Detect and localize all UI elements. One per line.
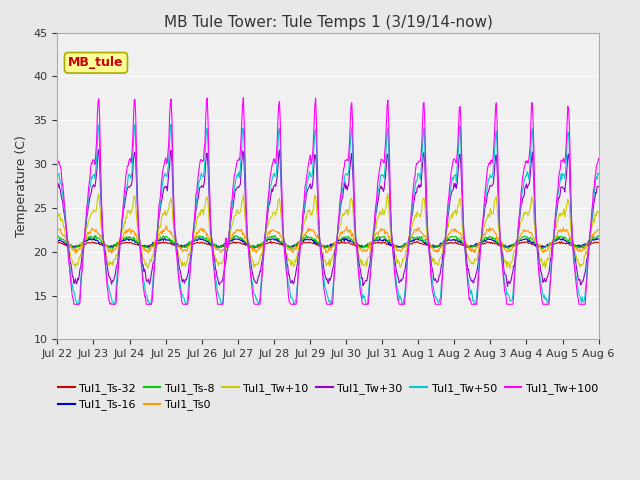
Tul1_Ts-8 (54, 233, 61, 239)
Tul1_Ts-16 (214, 245, 221, 251)
Tul1_Tw+100 (120, 197, 127, 203)
Line: Tul1_Tw+100: Tul1_Tw+100 (58, 98, 598, 304)
Tul1_Ts-8 (175, 242, 182, 248)
Tul1_Tw+50 (54, 172, 61, 178)
Tul1_Tw+100 (411, 174, 419, 180)
Title: MB Tule Tower: Tule Temps 1 (3/19/14-now): MB Tule Tower: Tule Temps 1 (3/19/14-now… (164, 15, 492, 30)
Tul1_Ts0 (72, 251, 79, 257)
Tul1_Tw+100 (70, 301, 78, 307)
Tul1_Ts-32 (413, 238, 421, 244)
Tul1_Ts-32 (119, 240, 127, 246)
Tul1_Tw+30 (395, 276, 403, 282)
Tul1_Ts0 (120, 232, 127, 238)
Tul1_Tw+50 (396, 297, 403, 302)
Text: MB_tule: MB_tule (68, 56, 124, 69)
Tul1_Tw+10 (54, 213, 61, 219)
Tul1_Ts-32 (174, 244, 182, 250)
Tul1_Ts-8 (204, 238, 211, 244)
Tul1_Tw+30 (54, 185, 61, 191)
Tul1_Ts-32 (251, 245, 259, 251)
Tul1_Tw+50 (595, 171, 602, 177)
Tul1_Ts0 (411, 227, 419, 233)
Tul1_Ts-8 (120, 236, 127, 242)
Tul1_Ts-8 (595, 233, 602, 239)
Tul1_Ts-8 (396, 244, 403, 250)
Tul1_Ts-8 (92, 232, 100, 238)
Tul1_Tw+10 (120, 225, 127, 231)
Tul1_Tw+30 (95, 147, 102, 153)
Line: Tul1_Ts0: Tul1_Ts0 (58, 226, 598, 254)
Tul1_Tw+100 (595, 156, 602, 161)
Tul1_Tw+10 (175, 252, 182, 258)
Tul1_Tw+100 (239, 95, 247, 101)
Tul1_Ts-8 (63, 239, 71, 244)
Legend: Tul1_Ts-32, Tul1_Ts-16, Tul1_Ts-8, Tul1_Ts0, Tul1_Tw+10, Tul1_Tw+30, Tul1_Tw+50,: Tul1_Ts-32, Tul1_Ts-16, Tul1_Ts-8, Tul1_… (54, 379, 602, 415)
Y-axis label: Temperature (C): Temperature (C) (15, 135, 28, 237)
Tul1_Tw+50 (167, 121, 175, 127)
Tul1_Ts0 (175, 244, 183, 250)
Tul1_Ts-16 (395, 243, 403, 249)
Tul1_Tw+10 (410, 216, 418, 222)
Tul1_Tw+100 (396, 301, 403, 307)
Tul1_Tw+10 (506, 266, 514, 272)
Tul1_Tw+50 (63, 237, 71, 243)
Tul1_Ts0 (595, 227, 602, 233)
Tul1_Ts0 (63, 239, 71, 244)
Tul1_Tw+100 (204, 95, 211, 101)
Tul1_Ts0 (204, 234, 212, 240)
Tul1_Ts-16 (203, 239, 211, 245)
Tul1_Tw+100 (175, 276, 182, 281)
Tul1_Ts-32 (63, 243, 71, 249)
Tul1_Ts-8 (287, 247, 294, 252)
Tul1_Ts-32 (410, 239, 418, 245)
Tul1_Ts-32 (54, 240, 61, 245)
Tul1_Tw+30 (410, 197, 418, 203)
Tul1_Ts-32 (395, 244, 403, 250)
Tul1_Tw+10 (395, 260, 403, 265)
Tul1_Tw+50 (411, 186, 419, 192)
Line: Tul1_Ts-32: Tul1_Ts-32 (58, 241, 598, 248)
Tul1_Tw+30 (595, 184, 602, 190)
Tul1_Ts-32 (595, 240, 602, 245)
Tul1_Tw+50 (204, 140, 212, 146)
Tul1_Ts-16 (483, 235, 491, 240)
Tul1_Tw+50 (74, 301, 81, 307)
Tul1_Ts0 (396, 247, 403, 253)
Tul1_Tw+10 (204, 194, 211, 200)
Tul1_Tw+10 (95, 191, 102, 197)
Tul1_Ts0 (54, 228, 61, 234)
Line: Tul1_Tw+30: Tul1_Tw+30 (58, 150, 598, 287)
Tul1_Tw+30 (63, 234, 71, 240)
Tul1_Tw+30 (504, 284, 511, 289)
Tul1_Tw+30 (204, 150, 211, 156)
Tul1_Ts-8 (411, 235, 419, 240)
Tul1_Ts-16 (119, 238, 127, 244)
Tul1_Ts-32 (203, 241, 211, 247)
Line: Tul1_Ts-16: Tul1_Ts-16 (58, 238, 598, 248)
Line: Tul1_Tw+50: Tul1_Tw+50 (58, 124, 598, 304)
Tul1_Tw+10 (595, 210, 602, 216)
Line: Tul1_Tw+10: Tul1_Tw+10 (58, 194, 598, 269)
Tul1_Ts-16 (595, 236, 602, 242)
Tul1_Ts-16 (54, 237, 61, 242)
Tul1_Ts-16 (174, 241, 182, 247)
Tul1_Ts-16 (410, 238, 418, 244)
Line: Tul1_Ts-8: Tul1_Ts-8 (58, 235, 598, 250)
Tul1_Tw+30 (120, 207, 127, 213)
Tul1_Tw+30 (175, 259, 182, 265)
Tul1_Ts-16 (63, 243, 71, 249)
Tul1_Ts0 (163, 223, 170, 228)
Tul1_Tw+100 (63, 237, 71, 243)
Tul1_Tw+50 (175, 276, 183, 282)
Tul1_Tw+10 (63, 239, 71, 244)
Tul1_Tw+50 (120, 204, 127, 210)
Tul1_Tw+100 (54, 156, 61, 162)
